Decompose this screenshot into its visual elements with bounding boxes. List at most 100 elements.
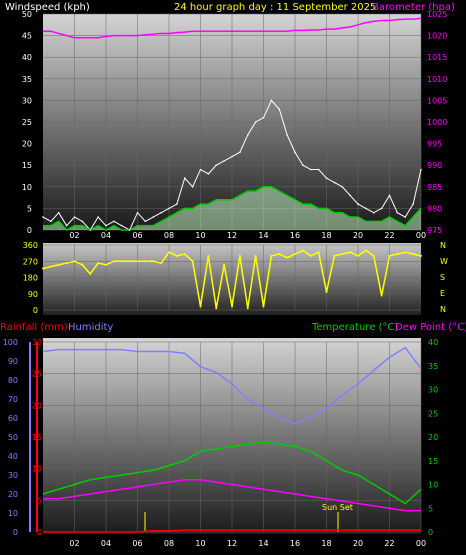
barometer-tick-label: 1010 xyxy=(427,75,447,84)
temperature-tick-label: 40 xyxy=(428,338,438,347)
temp-x-tick-label: 18 xyxy=(321,539,331,548)
wind-gust-point xyxy=(365,207,367,210)
wind-direction-point xyxy=(254,254,257,257)
wind-direction-point xyxy=(396,253,399,256)
wind-gust-point xyxy=(262,116,265,119)
wind-gust-point xyxy=(357,203,359,205)
temp-x-tick-label: 08 xyxy=(164,539,174,548)
wind-gust-point xyxy=(294,151,296,154)
temp-x-tick-label: 00 xyxy=(416,539,426,548)
barometer-tick-label: 975 xyxy=(427,226,442,235)
wind-direction-point xyxy=(128,260,131,263)
chart-title: 24 hour graph day : 11 September 2025 xyxy=(174,2,376,13)
temperature-tick-label: 20 xyxy=(428,433,438,442)
wind-x-tick-label: 14 xyxy=(258,231,268,240)
barometer-tick-label: 980 xyxy=(427,204,442,213)
wind-direction-point xyxy=(420,254,422,257)
wind-direction-point xyxy=(160,262,163,265)
temperature-tick-label: 5 xyxy=(428,504,433,513)
wind-direction-point xyxy=(341,253,344,256)
humidity-axis-title: Humidity xyxy=(68,322,113,333)
wind-direction-point xyxy=(388,254,391,257)
wind-gust-point xyxy=(215,164,218,166)
wind-gust-point xyxy=(309,168,312,171)
temp-x-tick-label: 10 xyxy=(195,539,205,548)
temp-x-tick-label: 22 xyxy=(384,539,394,548)
compass-label: E xyxy=(440,289,445,298)
wind-gust-point xyxy=(325,177,328,179)
temperature-tick-label: 30 xyxy=(428,386,438,395)
wind-gust-point xyxy=(89,229,92,231)
wind-direction-point xyxy=(183,253,186,256)
wind-direction-point xyxy=(270,254,273,257)
wind-direction-point xyxy=(262,305,265,308)
wind-direction-point xyxy=(238,254,241,257)
barometer-tick-label: 990 xyxy=(427,161,442,170)
wind-direction-point xyxy=(199,305,202,308)
wind-gust-point xyxy=(270,99,273,102)
temperature-tick-label: 35 xyxy=(428,362,438,371)
humidity-tick-label: 80 xyxy=(8,376,18,385)
wind-gust-point xyxy=(57,211,60,214)
wind-gust-point xyxy=(191,186,194,188)
wind-direction-point xyxy=(333,254,336,257)
wind-direction-point xyxy=(175,254,178,257)
wind-gust-point xyxy=(396,211,399,214)
wind-direction-point xyxy=(231,305,233,308)
wind-gust-point xyxy=(388,194,391,197)
wind-gust-point xyxy=(302,164,304,166)
wind-direction-point xyxy=(364,249,367,252)
wind-gust-point xyxy=(113,220,115,223)
wind-gust-point xyxy=(168,207,170,210)
temp-x-tick-label: 02 xyxy=(69,539,79,548)
wind-direction-point xyxy=(207,254,210,257)
wind-gust-point xyxy=(286,134,288,136)
compass-label: N xyxy=(440,305,446,314)
barometer-tick-label: 1005 xyxy=(427,96,447,105)
humidity-tick-label: 70 xyxy=(8,395,18,404)
direction-tick-label: 0 xyxy=(33,306,38,315)
wind-direction-point xyxy=(317,251,320,254)
wind-gust-point xyxy=(412,203,414,205)
barometer-tick-label: 995 xyxy=(427,140,442,149)
wind-gust-point xyxy=(317,168,320,171)
wind-tick-label: 25 xyxy=(22,118,32,127)
wind-gust-point xyxy=(380,207,383,210)
wind-direction-point xyxy=(168,251,170,254)
wind-gust-point xyxy=(207,173,210,175)
wind-direction-point xyxy=(89,272,92,275)
temp-x-tick-label: 16 xyxy=(290,539,300,548)
humidity-tick-label: 60 xyxy=(8,414,18,423)
wind-x-tick-label: 22 xyxy=(384,231,394,240)
wind-gust-point xyxy=(231,155,233,158)
barometer-tick-label: 985 xyxy=(427,183,442,192)
wind-direction-point xyxy=(278,253,281,256)
wind-direction-point xyxy=(294,253,296,256)
wind-direction-point xyxy=(191,260,194,263)
wind-direction-point xyxy=(246,307,249,310)
wind-gust-point xyxy=(420,168,422,171)
barometer-tick-label: 1025 xyxy=(427,10,447,19)
wind-gust-point xyxy=(333,181,336,184)
wind-x-tick-label: 00 xyxy=(416,231,426,240)
wind-direction-point xyxy=(412,253,415,256)
wind-direction-point xyxy=(357,254,359,257)
humidity-tick-label: 20 xyxy=(8,490,18,499)
rain-tick-label: 30 xyxy=(32,338,42,347)
wind-gust-point xyxy=(278,108,281,110)
wind-direction-point xyxy=(215,307,218,310)
wind-direction-point xyxy=(286,256,289,259)
rainfall-line xyxy=(43,529,421,533)
wind-gust-point xyxy=(160,211,162,214)
wind-tick-label: 10 xyxy=(22,183,32,192)
barometer-line xyxy=(43,17,422,39)
wind-gust-point xyxy=(120,224,123,227)
wind-gust-point xyxy=(254,121,257,123)
wind-direction-point xyxy=(309,254,312,257)
wind-gust-point xyxy=(65,224,68,227)
wind-direction-point xyxy=(349,251,352,254)
wind-direction-point xyxy=(325,290,328,293)
temp-x-tick-label: 06 xyxy=(132,539,142,548)
wind-direction-point xyxy=(105,263,107,266)
